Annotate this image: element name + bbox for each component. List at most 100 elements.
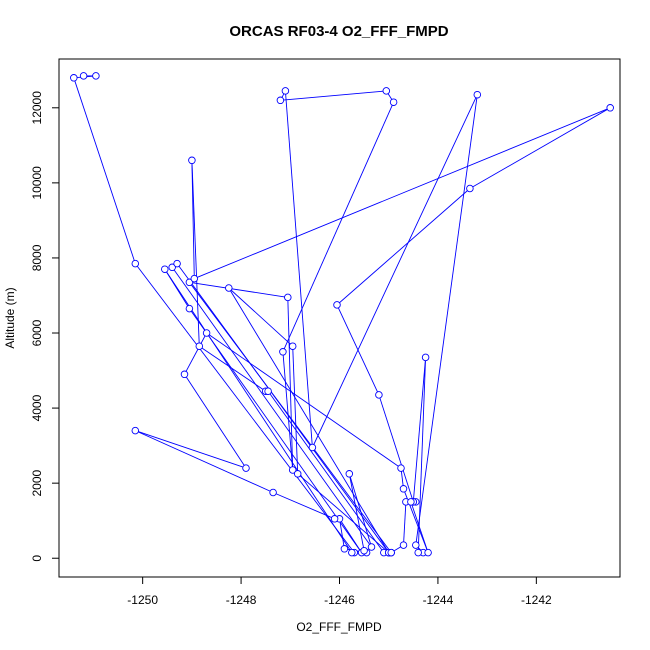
series-line-segment xyxy=(280,90,387,101)
data-point xyxy=(288,342,297,350)
series-line-segment xyxy=(348,473,365,551)
series-line-segment xyxy=(191,160,200,347)
series-line-segment xyxy=(199,345,266,392)
series-line-segment xyxy=(348,473,372,548)
data-point xyxy=(360,546,368,555)
data-point xyxy=(330,515,339,523)
chart-title: ORCAS RF03-4 O2_FFF_FMPD xyxy=(229,23,448,40)
data-point xyxy=(288,466,297,474)
data-point xyxy=(367,543,376,551)
data-point xyxy=(399,541,408,549)
series-line-segment xyxy=(282,351,294,471)
data-point xyxy=(375,391,383,399)
series-line-segment xyxy=(194,107,611,280)
data-point xyxy=(242,464,250,472)
x-tick-label: -1250 xyxy=(127,593,158,607)
y-axis-label: Altitude (m) xyxy=(3,287,17,348)
series-line-segment xyxy=(135,430,247,469)
y-tick-label: 4000 xyxy=(30,394,44,421)
series-line-segment xyxy=(73,77,136,264)
data-point xyxy=(293,470,302,478)
series-line-segment xyxy=(336,304,380,396)
data-point xyxy=(70,74,78,82)
series-line-segment xyxy=(469,107,611,189)
data-point xyxy=(389,98,398,106)
data-point xyxy=(340,545,349,553)
y-tick-label: 10000 xyxy=(30,166,44,200)
data-point xyxy=(281,87,290,95)
data-point xyxy=(161,265,169,273)
data-point xyxy=(202,329,211,337)
data-point xyxy=(279,348,287,356)
data-point xyxy=(345,470,354,478)
data-point xyxy=(264,387,272,395)
data-point xyxy=(276,96,285,105)
series-line-segment xyxy=(282,102,395,352)
data-point xyxy=(168,263,176,272)
series-line-segment xyxy=(189,281,288,298)
data-point xyxy=(92,72,100,80)
series-points xyxy=(70,72,614,557)
data-point xyxy=(382,87,391,95)
data-point xyxy=(473,90,482,99)
data-point xyxy=(131,259,140,268)
data-point xyxy=(225,284,233,292)
x-tick-label: -1242 xyxy=(521,593,552,607)
data-point xyxy=(387,548,395,557)
y-tick-label: 6000 xyxy=(30,319,44,346)
data-point xyxy=(424,548,432,557)
data-point xyxy=(284,293,292,302)
series-line-segment xyxy=(164,268,353,553)
series-line-segment xyxy=(284,90,313,448)
y-tick-label: 0 xyxy=(30,555,44,562)
data-point xyxy=(407,498,415,506)
data-point xyxy=(308,443,317,452)
data-point xyxy=(131,426,140,435)
data-point xyxy=(348,548,356,557)
data-point xyxy=(190,274,199,283)
series-line-segment xyxy=(134,263,355,553)
series-line-segment xyxy=(292,346,299,474)
series-line-segment xyxy=(287,297,294,471)
data-point xyxy=(414,548,422,557)
data-point xyxy=(606,104,614,112)
data-point xyxy=(399,485,408,493)
series-line-segment xyxy=(403,501,407,546)
series-line-segment xyxy=(267,390,385,553)
x-axis-label: O2_FFF_FMPD xyxy=(296,620,382,634)
series-line-segment xyxy=(417,357,427,553)
series-line-segment xyxy=(206,332,402,469)
series-line-segment xyxy=(378,394,414,503)
x-tick-label: -1248 xyxy=(226,593,257,607)
series-line-segment xyxy=(339,518,345,549)
data-point xyxy=(269,488,277,497)
x-axis: -1250 -1248 -1246 -1244 -1242 xyxy=(127,576,552,607)
series-line-segment xyxy=(135,430,274,493)
data-point xyxy=(173,259,181,268)
series-line-segment xyxy=(228,287,294,347)
series-line-segment xyxy=(311,94,478,448)
series-lines xyxy=(73,75,611,554)
x-tick-label: -1246 xyxy=(324,593,355,607)
series-line-segment xyxy=(184,374,247,469)
y-axis: 0 2000 4000 6000 8000 10000 12000 xyxy=(30,91,60,562)
x-tick-label: -1244 xyxy=(423,593,454,607)
series-line-segment xyxy=(272,492,335,520)
data-point xyxy=(180,370,189,379)
series-line-segment xyxy=(415,94,478,546)
series-line-segment xyxy=(228,287,390,553)
data-point xyxy=(412,541,420,549)
y-tick-label: 12000 xyxy=(30,91,44,125)
data-point xyxy=(79,72,88,80)
series-line-segment xyxy=(189,282,392,553)
y-tick-label: 8000 xyxy=(30,244,44,271)
series-line-segment xyxy=(297,473,389,553)
data-point xyxy=(188,156,196,165)
data-point xyxy=(185,304,194,313)
data-point xyxy=(466,184,474,193)
data-point xyxy=(185,278,194,287)
series-line-segment xyxy=(171,267,372,548)
data-point xyxy=(195,342,204,350)
data-point xyxy=(333,301,341,309)
